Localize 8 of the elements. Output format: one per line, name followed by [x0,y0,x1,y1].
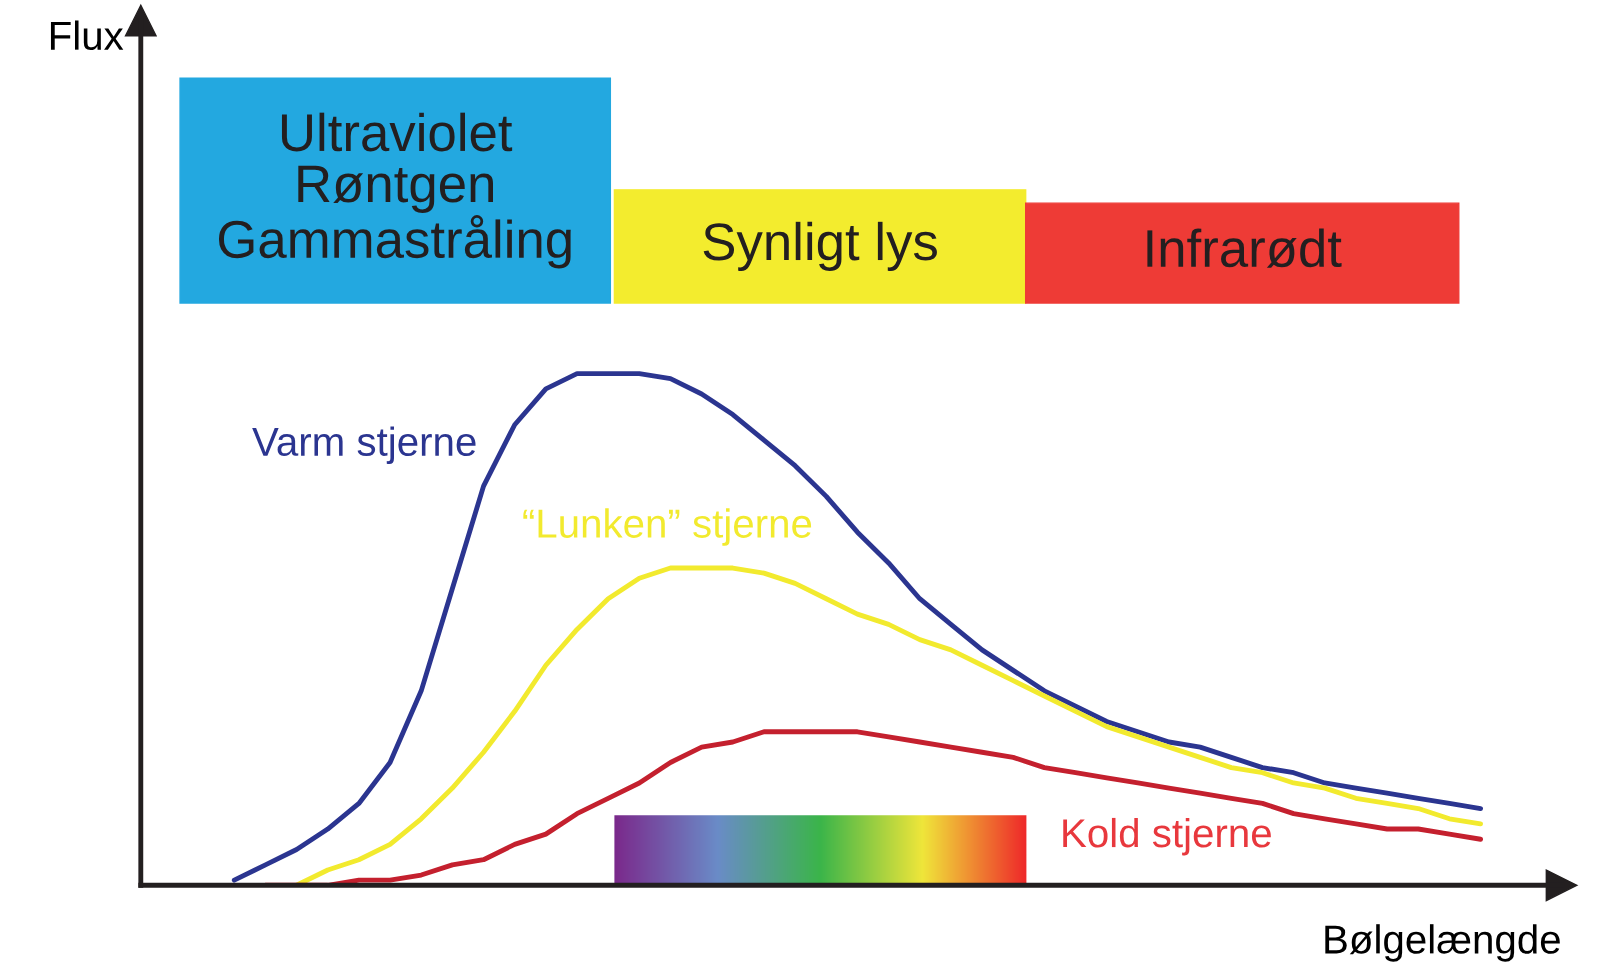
text: Ultraviolet Røntgen Gammastråling [218,112,571,269]
text: Flux [50,20,124,51]
text: Synligt lys [703,221,937,271]
series-label: Kold stjerne [1063,817,1271,856]
text: Infrarødt [1147,228,1342,268]
series-label: Varm stjerne [252,426,476,464]
series-label: “Lunken” stjerne [523,508,812,546]
x-axis-title: Bølgelængde [1325,924,1560,962]
